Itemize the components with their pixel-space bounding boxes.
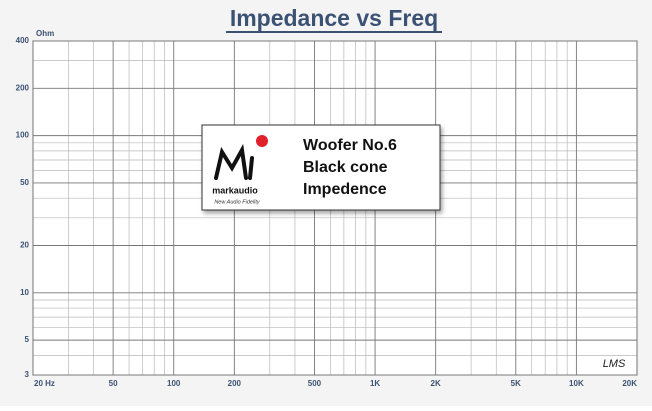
y-tick-label: 50 (20, 178, 29, 187)
annotation-line: Impedence (303, 181, 387, 198)
y-tick-label: 100 (16, 131, 30, 140)
annotation-line: Black cone (303, 159, 388, 176)
x-tick-label: 20 Hz (34, 379, 55, 388)
x-tick-label: 10K (569, 379, 584, 388)
y-tick-label: 200 (16, 83, 30, 92)
y-unit: Ohm (36, 29, 54, 38)
logo-name: markaudio (212, 185, 258, 195)
x-tick-label: 200 (228, 379, 242, 388)
x-tick-label: 5K (511, 379, 521, 388)
y-tick-label: 400 (16, 36, 30, 45)
annotation-line: Woofer No.6 (303, 137, 397, 154)
inset: markaudio New Audio Fidelity Woofer No.6… (201, 124, 441, 211)
y-tick-label: 10 (20, 288, 29, 297)
logo-dot (256, 135, 268, 147)
y-tick-label: 20 (20, 241, 29, 250)
logo-tagline: New Audio Fidelity (214, 199, 261, 205)
chart-title: Impedance vs Freq (230, 5, 438, 31)
x-tick-label: 100 (167, 379, 181, 388)
logo-mark (214, 143, 254, 180)
x-tick-label: 50 (109, 379, 118, 388)
x-tick-label: 20K (622, 379, 637, 388)
y-tick-label: 3 (25, 370, 30, 379)
inset-box (201, 124, 441, 211)
watermark: LMS (603, 358, 626, 370)
x-tick-label: 500 (308, 379, 322, 388)
grid (32, 40, 638, 376)
y-tick-label: 5 (25, 335, 30, 344)
x-tick-label: 2K (431, 379, 441, 388)
x-tick-label: 1K (370, 379, 380, 388)
